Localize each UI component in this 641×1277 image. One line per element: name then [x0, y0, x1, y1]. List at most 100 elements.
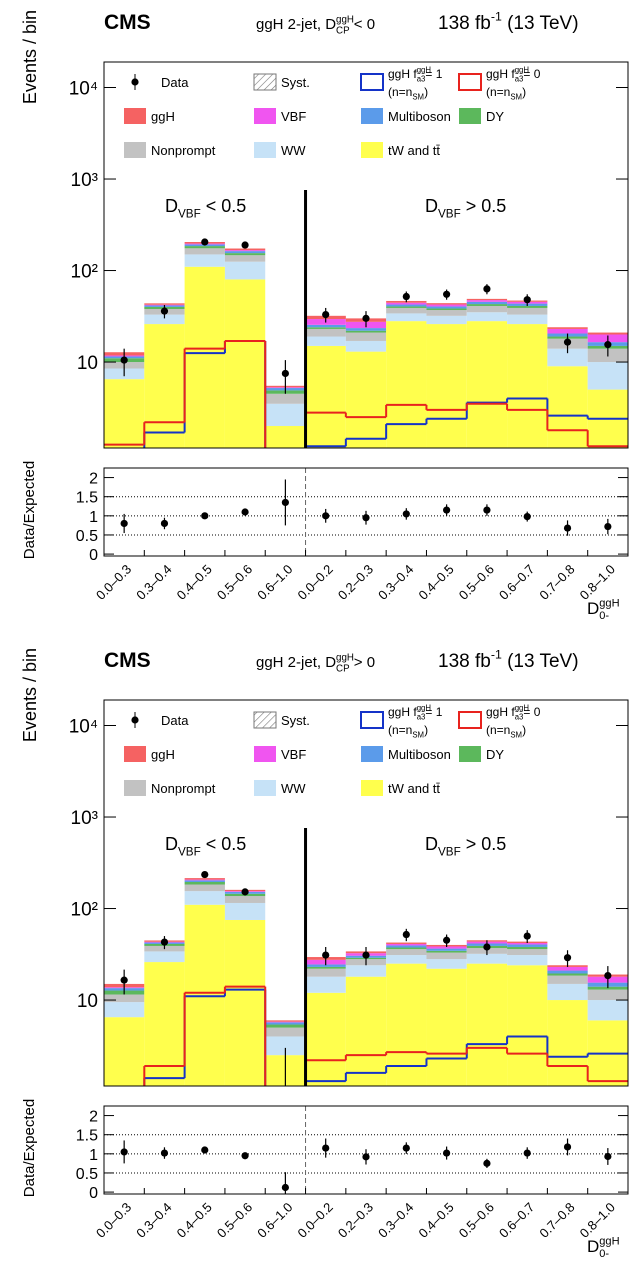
- ratio-point: [402, 1144, 410, 1152]
- text-part: VBF: [438, 845, 461, 858]
- text-part: ggH: [515, 66, 529, 75]
- x-tick-label: 0.5–0.6: [214, 562, 255, 603]
- y-tick-label: 1.5: [76, 1128, 98, 1145]
- text-part: ggH: [417, 66, 431, 75]
- data-point: [120, 356, 128, 364]
- ratio-point: [402, 510, 410, 518]
- stack-segment: [144, 962, 185, 1086]
- data-point: [362, 314, 370, 322]
- stack-segment: [466, 300, 508, 302]
- ratio-point: [563, 1143, 572, 1151]
- stack-segment: [386, 945, 427, 948]
- data-point: [443, 936, 451, 944]
- text-part: ggH f: [388, 67, 417, 81]
- text-part: VBF: [178, 207, 201, 220]
- stack-segment: [547, 348, 588, 367]
- stack-segment: [507, 955, 548, 966]
- stack-segment: [224, 248, 266, 251]
- text-part: D: [587, 1237, 599, 1256]
- legend-label: WW: [281, 143, 306, 158]
- y-tick-label: 0: [89, 547, 98, 564]
- legend-swatch: [458, 73, 482, 91]
- ratio-frame: [103, 1105, 629, 1195]
- legend-swatch: [361, 780, 383, 796]
- text-part: ggH f: [486, 705, 515, 719]
- stack-segment: [224, 261, 266, 280]
- legend-label: ggH: [151, 109, 175, 124]
- data-point: [483, 285, 491, 293]
- text-part: 0-: [599, 610, 609, 622]
- stack-segment: [507, 944, 548, 947]
- legend-swatch: [253, 73, 277, 91]
- text-part: SM: [510, 731, 522, 740]
- legend-label: (n=nSM): [388, 85, 428, 102]
- stack-segment: [265, 1024, 306, 1028]
- stack-segment: [507, 949, 548, 956]
- stack-segment: [224, 902, 266, 920]
- legend-swatch: [360, 73, 384, 91]
- text-part: ggH: [515, 704, 529, 713]
- region-label: DVBF > 0.5: [425, 834, 506, 858]
- x-axis-label: DggH 0-: [587, 597, 620, 622]
- legend-label: Nonprompt: [151, 143, 216, 158]
- ratio-point: [362, 514, 370, 522]
- data-point: [604, 341, 612, 349]
- y-tick-label: 2: [89, 1109, 98, 1126]
- text-part: ggH f: [388, 705, 417, 719]
- stack-segment: [587, 986, 628, 990]
- stack-segment: [144, 324, 185, 448]
- stack-segment: [386, 942, 427, 944]
- x-tick-label: 0.5–0.6: [456, 562, 497, 603]
- y-tick-label: 1.5: [76, 490, 98, 507]
- legend-marker: [131, 78, 139, 86]
- y-tick-label: 2: [89, 471, 98, 488]
- data-point: [483, 943, 491, 951]
- stack-segment: [224, 251, 266, 254]
- text-part: = 1: [425, 67, 442, 81]
- text-part: 138 fb: [438, 651, 491, 672]
- stack-segment: [386, 963, 427, 1086]
- stack-segment: [224, 919, 266, 1086]
- text-part: CP: [336, 26, 350, 37]
- x-tick-label: 0.7–0.8: [536, 562, 577, 603]
- region-label: DVBF < 0.5: [165, 196, 246, 220]
- stack-segment: [426, 959, 467, 969]
- stack-segment: [547, 1000, 588, 1086]
- x-tick-label: 0.2–0.3: [335, 562, 376, 603]
- ratio-point: [201, 1146, 209, 1154]
- stack-segment: [305, 328, 346, 337]
- data-point: [241, 888, 249, 896]
- text-part: a3: [417, 713, 426, 722]
- legend-swatch: [360, 711, 384, 729]
- legend-swatch: [361, 142, 383, 158]
- x-tick-label: 0.0–0.3: [93, 562, 134, 603]
- y-tick-label: 0: [89, 1185, 98, 1202]
- stack-segment: [547, 966, 588, 971]
- y-tick-label: 1: [89, 509, 98, 526]
- stack-segment: [305, 345, 346, 448]
- legend-label: ggH fggH a3= 1: [388, 66, 443, 84]
- stack-segment: [426, 306, 467, 309]
- ratio-point: [362, 1153, 370, 1161]
- data-point: [523, 296, 531, 304]
- text-part: VBF: [438, 207, 461, 220]
- data-point: [160, 307, 169, 315]
- legend-swatch: [254, 108, 276, 124]
- stack-segment: [466, 305, 508, 313]
- text-part: < 0: [350, 16, 375, 33]
- text-part: > 0: [350, 654, 375, 671]
- stack-segment: [466, 304, 508, 306]
- data-point: [604, 971, 612, 980]
- stack-segment: [184, 879, 225, 881]
- data-point: [241, 241, 249, 249]
- text-part: SM: [412, 93, 424, 102]
- stack-segment: [305, 324, 346, 328]
- legend-label: ggH fggH a3= 0: [486, 66, 541, 84]
- stack-segment: [184, 880, 225, 882]
- x-tick-label: 0.6–1.0: [254, 1200, 295, 1241]
- text-part: (n=n: [388, 85, 412, 99]
- text-part: ggH: [599, 597, 619, 609]
- stack-segment: [184, 884, 225, 892]
- stack-segment: [104, 994, 145, 1003]
